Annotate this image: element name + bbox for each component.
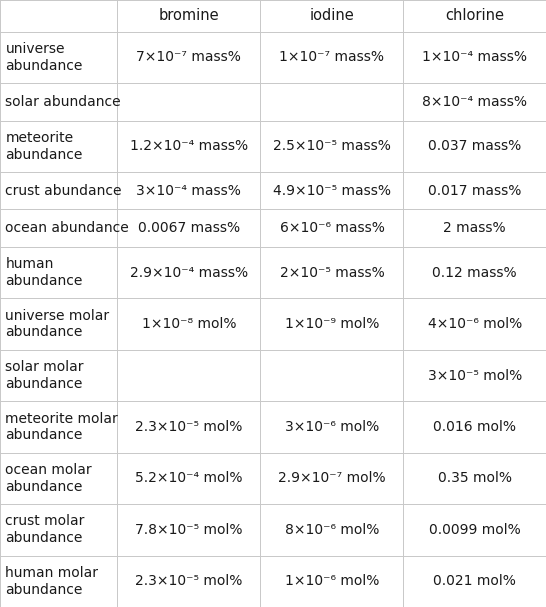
- Text: 7×10⁻⁷ mass%: 7×10⁻⁷ mass%: [136, 50, 241, 64]
- Text: 1×10⁻⁹ mol%: 1×10⁻⁹ mol%: [285, 317, 379, 331]
- Text: 7.8×10⁻⁵ mol%: 7.8×10⁻⁵ mol%: [135, 523, 242, 537]
- Text: 3×10⁻⁶ mol%: 3×10⁻⁶ mol%: [285, 420, 379, 434]
- Text: chlorine: chlorine: [445, 8, 505, 23]
- Text: 3×10⁻⁴ mass%: 3×10⁻⁴ mass%: [136, 184, 241, 198]
- Text: 3×10⁻⁵ mol%: 3×10⁻⁵ mol%: [428, 368, 522, 382]
- Text: solar molar
abundance: solar molar abundance: [5, 360, 84, 391]
- Text: 2.3×10⁻⁵ mol%: 2.3×10⁻⁵ mol%: [135, 574, 242, 588]
- Text: ocean abundance: ocean abundance: [5, 221, 129, 236]
- Text: 2.9×10⁻⁴ mass%: 2.9×10⁻⁴ mass%: [130, 266, 248, 280]
- Text: 2.3×10⁻⁵ mol%: 2.3×10⁻⁵ mol%: [135, 420, 242, 434]
- Text: 0.0099 mol%: 0.0099 mol%: [429, 523, 521, 537]
- Text: 4×10⁻⁶ mol%: 4×10⁻⁶ mol%: [428, 317, 522, 331]
- Text: 0.037 mass%: 0.037 mass%: [428, 139, 521, 153]
- Text: 0.017 mass%: 0.017 mass%: [428, 184, 521, 198]
- Text: meteorite molar
abundance: meteorite molar abundance: [5, 412, 118, 443]
- Text: 1×10⁻⁷ mass%: 1×10⁻⁷ mass%: [280, 50, 384, 64]
- Text: 0.016 mol%: 0.016 mol%: [433, 420, 517, 434]
- Text: solar abundance: solar abundance: [5, 95, 121, 109]
- Text: 0.021 mol%: 0.021 mol%: [434, 574, 516, 588]
- Text: 8×10⁻⁶ mol%: 8×10⁻⁶ mol%: [285, 523, 379, 537]
- Text: bromine: bromine: [158, 8, 219, 23]
- Text: 1×10⁻⁶ mol%: 1×10⁻⁶ mol%: [285, 574, 379, 588]
- Text: 5.2×10⁻⁴ mol%: 5.2×10⁻⁴ mol%: [135, 472, 242, 486]
- Text: 2 mass%: 2 mass%: [443, 221, 506, 236]
- Text: 4.9×10⁻⁵ mass%: 4.9×10⁻⁵ mass%: [273, 184, 391, 198]
- Text: 0.35 mol%: 0.35 mol%: [438, 472, 512, 486]
- Text: 8×10⁻⁴ mass%: 8×10⁻⁴ mass%: [422, 95, 527, 109]
- Text: 2.9×10⁻⁷ mol%: 2.9×10⁻⁷ mol%: [278, 472, 386, 486]
- Text: 0.0067 mass%: 0.0067 mass%: [138, 221, 240, 236]
- Text: universe
abundance: universe abundance: [5, 42, 83, 73]
- Text: human
abundance: human abundance: [5, 257, 83, 288]
- Text: 1×10⁻⁸ mol%: 1×10⁻⁸ mol%: [141, 317, 236, 331]
- Text: universe molar
abundance: universe molar abundance: [5, 309, 110, 339]
- Text: 6×10⁻⁶ mass%: 6×10⁻⁶ mass%: [280, 221, 384, 236]
- Text: 1×10⁻⁴ mass%: 1×10⁻⁴ mass%: [422, 50, 527, 64]
- Text: iodine: iodine: [310, 8, 354, 23]
- Text: human molar
abundance: human molar abundance: [5, 566, 98, 597]
- Text: 1.2×10⁻⁴ mass%: 1.2×10⁻⁴ mass%: [130, 139, 248, 153]
- Text: meteorite
abundance: meteorite abundance: [5, 131, 83, 161]
- Text: 2.5×10⁻⁵ mass%: 2.5×10⁻⁵ mass%: [273, 139, 391, 153]
- Text: 0.12 mass%: 0.12 mass%: [432, 266, 517, 280]
- Text: crust molar
abundance: crust molar abundance: [5, 515, 85, 545]
- Text: 2×10⁻⁵ mass%: 2×10⁻⁵ mass%: [280, 266, 384, 280]
- Text: ocean molar
abundance: ocean molar abundance: [5, 463, 92, 493]
- Text: crust abundance: crust abundance: [5, 184, 122, 198]
